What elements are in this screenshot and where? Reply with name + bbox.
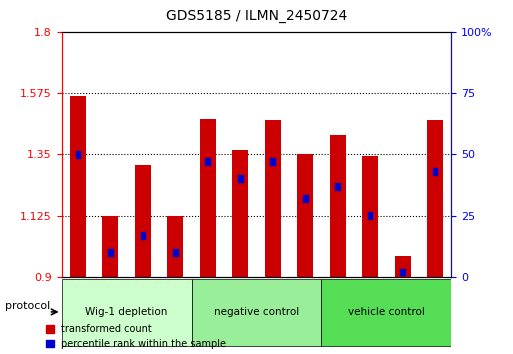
Text: protocol: protocol: [5, 301, 50, 311]
Bar: [167, 216, 183, 277]
Bar: [336, 183, 340, 190]
Text: negative control: negative control: [214, 307, 299, 317]
Bar: [108, 249, 112, 256]
Bar: [173, 249, 177, 256]
Bar: [102, 216, 119, 277]
Bar: [232, 150, 248, 277]
Bar: [75, 151, 80, 158]
Bar: [368, 212, 372, 219]
Bar: [401, 269, 405, 275]
Bar: [362, 156, 378, 277]
Bar: [134, 165, 151, 277]
Bar: [433, 168, 438, 175]
Text: Wig-1 depletion: Wig-1 depletion: [85, 307, 168, 317]
Bar: [70, 96, 86, 277]
Legend: transformed count, percentile rank within the sample: transformed count, percentile rank withi…: [46, 324, 226, 349]
FancyBboxPatch shape: [322, 279, 451, 346]
Text: GDS5185 / ILMN_2450724: GDS5185 / ILMN_2450724: [166, 9, 347, 23]
Bar: [394, 257, 411, 277]
Bar: [270, 158, 275, 165]
FancyBboxPatch shape: [191, 279, 322, 346]
Bar: [141, 232, 145, 239]
Bar: [329, 135, 346, 277]
Bar: [238, 176, 243, 182]
Bar: [427, 120, 443, 277]
FancyBboxPatch shape: [62, 279, 191, 346]
Bar: [303, 195, 307, 202]
Bar: [200, 119, 216, 277]
Text: vehicle control: vehicle control: [348, 307, 425, 317]
Bar: [265, 120, 281, 277]
Bar: [297, 154, 313, 277]
Bar: [206, 158, 210, 165]
